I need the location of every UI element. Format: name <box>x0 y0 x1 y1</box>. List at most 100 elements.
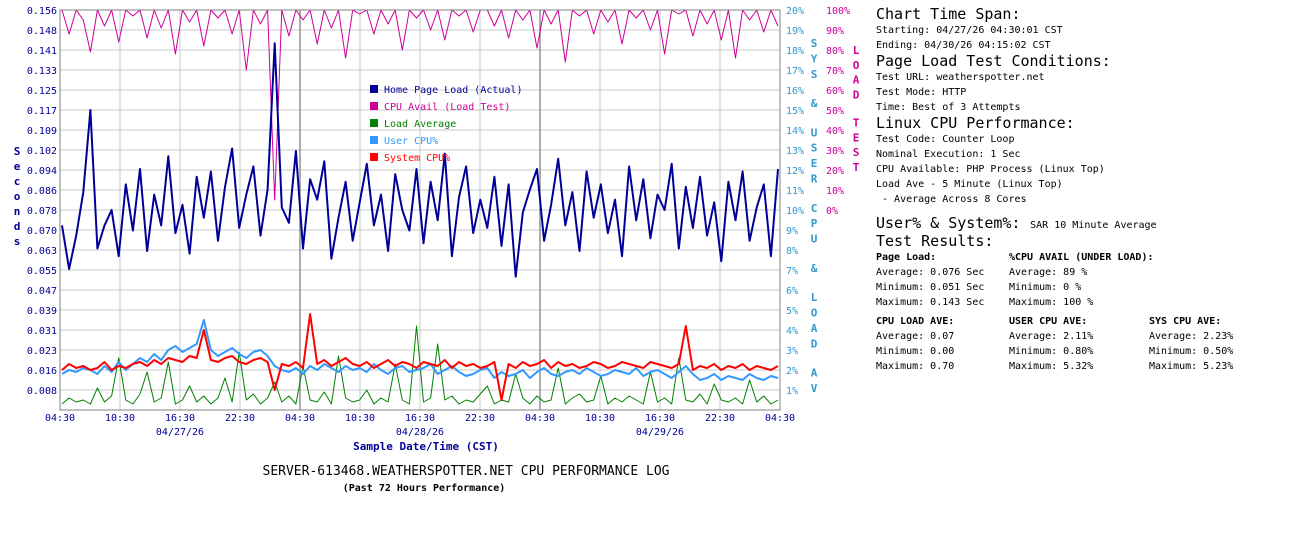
x-tick-label: 16:30 <box>645 413 675 424</box>
far-right-tick-label: 80% <box>826 46 844 57</box>
right-tick-label: 15% <box>786 106 804 117</box>
legend-swatch <box>370 136 378 144</box>
cpu-avail-stats: %CPU AVAIL (UNDER LOAD): Average: 89 % M… <box>1009 250 1154 310</box>
y2-axis-label-char: U <box>811 126 818 139</box>
legend-entry: Load Average <box>384 119 456 130</box>
cpu-avail-label: %CPU AVAIL (UNDER LOAD): <box>1009 252 1154 263</box>
y-axis-label-char: S <box>14 145 21 158</box>
series-lines <box>61 9 779 405</box>
left-tick-label: 0.063 <box>27 246 57 257</box>
cpu-load-maximum: Maximum: 0.70 <box>876 361 955 372</box>
usersys-row: User% & System%: SAR 10 Minute Average <box>876 213 1296 233</box>
y2-axis-label-char: A <box>811 367 818 380</box>
results-heading: Test Results: <box>876 232 994 250</box>
right-tick-label: 19% <box>786 26 804 37</box>
right-tick-label: 18% <box>786 46 804 57</box>
series-line-system-cpu <box>61 313 779 401</box>
y2-axis-label-char: & <box>811 97 818 110</box>
user-cpu-stats: USER CPU AVE: Average: 2.11% Minimum: 0.… <box>1009 314 1093 374</box>
y2-axis-label-char: O <box>811 307 818 320</box>
far-right-tick-label: 70% <box>826 66 844 77</box>
right-tick-label: 8% <box>786 246 798 257</box>
y2-axis-label-char: Y <box>811 52 818 65</box>
info-panel: Chart Time Span: Starting: 04/27/26 04:3… <box>876 6 1296 376</box>
y-axis-label-char: d <box>14 220 21 233</box>
right-tick-label: 20% <box>786 6 804 17</box>
x-tick-label: 10:30 <box>345 413 375 424</box>
legend-swatch <box>370 119 378 127</box>
x-tick-label: 04:30 <box>525 413 555 424</box>
x-tick-label: 16:30 <box>165 413 195 424</box>
cpu-performance-chart: 0.156 0.148 0.141 0.133 0.125 0.117 0.109 0.102… <box>14 6 860 494</box>
left-tick-label: 0.156 <box>27 6 57 17</box>
y-axis-label-char: n <box>14 205 21 218</box>
y2-axis-label-char: D <box>811 337 818 350</box>
linux-heading: Linux CPU Performance: <box>876 114 1075 132</box>
cpu-available: CPU Available: PHP Process (Linux Top) <box>876 164 1105 175</box>
y2-axis-label-char: S <box>811 68 818 81</box>
right-tick-label: 2% <box>786 366 798 377</box>
left-tick-label: 0.141 <box>27 46 57 57</box>
left-tick-label: 0.070 <box>27 226 57 237</box>
left-tick-label: 0.031 <box>27 326 57 337</box>
x-tick-label: 04:30 <box>45 413 75 424</box>
span-start: Starting: 04/27/26 04:30:01 CST <box>876 25 1063 36</box>
far-right-tick-label: 20% <box>826 166 844 177</box>
right-tick-label: 7% <box>786 266 798 277</box>
far-right-tick-label: 0% <box>826 206 838 217</box>
legend-entry: CPU Avail (Load Test) <box>384 102 510 113</box>
y2-axis-label-char: P <box>811 217 818 230</box>
x-tick-label: 04:30 <box>285 413 315 424</box>
left-tick-label: 0.086 <box>27 186 57 197</box>
y2-axis-label-char: A <box>811 322 818 335</box>
right-tick-label: 11% <box>786 186 804 197</box>
far-right-tick-label: 100% <box>826 6 850 17</box>
left-tick-label: 0.133 <box>27 66 57 77</box>
legend-swatch <box>370 85 378 93</box>
test-time: Time: Best of 3 Attempts <box>876 102 1021 113</box>
date-label: 04/29/26 <box>636 427 684 438</box>
right-tick-label: 13% <box>786 146 804 157</box>
y3-axis-label-char: T <box>853 161 860 174</box>
left-tick-label: 0.008 <box>27 386 57 397</box>
nominal-exec: Nominal Execution: 1 Sec <box>876 149 1021 160</box>
far-right-tick-label: 50% <box>826 106 844 117</box>
left-tick-label: 0.016 <box>27 366 57 377</box>
y-axis-label-char: o <box>14 190 21 203</box>
y2-axis-label-char: R <box>811 173 818 186</box>
page-load-label: Page Load: <box>876 252 937 263</box>
usersys-note: SAR 10 Minute Average <box>1030 220 1157 231</box>
cpu-load-stats: CPU LOAD AVE: Average: 0.07 Minimum: 0.0… <box>876 314 954 374</box>
test-mode: Test Mode: HTTP <box>876 87 967 98</box>
load-ave: Load Ave - 5 Minute (Linux Top) <box>876 179 1063 190</box>
left-tick-label: 0.094 <box>27 166 57 177</box>
left-tick-label: 0.102 <box>27 146 57 157</box>
right-tick-label: 6% <box>786 286 798 297</box>
y3-axis-label-char: E <box>853 131 860 144</box>
x-tick-label: 22:30 <box>705 413 735 424</box>
x-tick-label: 16:30 <box>405 413 435 424</box>
far-right-tick-label: 90% <box>826 26 844 37</box>
far-right-tick-label: 10% <box>826 186 844 197</box>
legend: Home Page Load (Actual) CPU Avail (Load T… <box>370 85 522 164</box>
x-tick-label: 10:30 <box>585 413 615 424</box>
test-code: Test Code: Counter Loop <box>876 134 1015 145</box>
left-tick-label: 0.039 <box>27 306 57 317</box>
left-tick-label: 0.078 <box>27 206 57 217</box>
plot-frame <box>59 9 781 411</box>
left-tick-label: 0.125 <box>27 86 57 97</box>
x-tick-label: 22:30 <box>225 413 255 424</box>
cpu-avail-minimum: Minimum: 0 % <box>1009 282 1082 293</box>
x-tick-label: 22:30 <box>465 413 495 424</box>
y2-axis-label-char: S <box>811 142 818 155</box>
legend-entry: System CPU% <box>384 153 450 164</box>
load-ave-note: - Average Across 8 Cores <box>876 194 1027 205</box>
chart-subtitle: (Past 72 Hours Performance) <box>343 483 506 494</box>
right-tick-label: 1% <box>786 386 798 397</box>
y-axis-label-char: c <box>14 175 21 188</box>
sys-cpu-stats: SYS CPU AVE: Average: 2.23% Minimum: 0.5… <box>1149 314 1233 374</box>
cpu-avail-average: Average: 89 % <box>1009 267 1088 278</box>
cpu-load-average: Average: 0.07 <box>876 331 955 342</box>
right-tick-label: 10% <box>786 206 804 217</box>
